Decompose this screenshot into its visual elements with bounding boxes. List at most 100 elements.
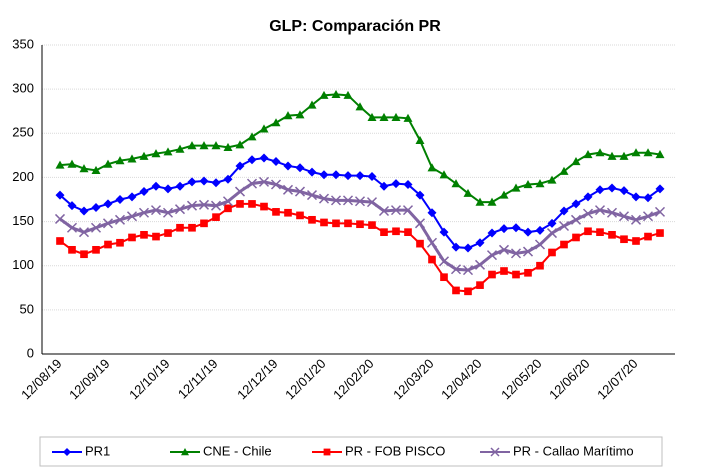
y-tick-label: 250 — [12, 125, 34, 140]
marker — [403, 113, 413, 122]
marker — [415, 190, 425, 200]
marker — [247, 155, 257, 165]
marker — [126, 211, 138, 222]
marker — [378, 205, 390, 217]
marker — [116, 238, 124, 247]
marker — [642, 211, 654, 222]
y-tick-label: 350 — [12, 36, 34, 51]
marker — [631, 192, 641, 202]
marker — [438, 256, 450, 267]
marker — [55, 160, 65, 169]
marker — [175, 181, 185, 191]
marker — [140, 230, 148, 239]
marker — [164, 229, 172, 237]
marker — [223, 174, 233, 184]
marker — [199, 141, 209, 150]
marker — [271, 157, 281, 167]
marker — [319, 90, 329, 99]
marker — [391, 112, 401, 121]
marker — [260, 202, 268, 211]
marker — [343, 171, 353, 181]
marker — [127, 154, 137, 163]
marker — [128, 233, 136, 242]
marker — [152, 232, 160, 241]
marker — [356, 220, 364, 229]
marker — [332, 219, 340, 228]
marker — [560, 240, 568, 249]
marker — [582, 208, 594, 219]
marker — [584, 227, 592, 236]
marker — [643, 148, 653, 157]
marker — [487, 228, 497, 238]
marker — [620, 235, 628, 244]
marker — [367, 112, 377, 121]
y-tick-label: 50 — [20, 301, 34, 316]
marker — [306, 190, 318, 201]
marker — [390, 205, 402, 216]
marker — [367, 172, 377, 182]
legend-label: PR - Callao Marítimo — [513, 443, 634, 458]
marker — [571, 157, 581, 166]
legend-box — [39, 436, 663, 467]
marker — [127, 192, 137, 202]
marker — [115, 195, 125, 204]
marker — [536, 261, 544, 270]
marker — [200, 219, 208, 228]
marker — [522, 246, 534, 257]
marker — [78, 227, 90, 238]
marker — [402, 205, 414, 216]
marker — [414, 218, 426, 229]
marker — [139, 151, 149, 160]
marker — [283, 161, 293, 171]
marker — [523, 179, 533, 189]
marker — [595, 148, 605, 157]
marker — [655, 184, 665, 194]
marker — [630, 214, 642, 225]
marker — [162, 207, 174, 218]
marker — [235, 161, 245, 171]
marker — [344, 219, 352, 228]
marker — [450, 264, 462, 275]
marker — [499, 190, 509, 199]
y-tick-label: 0 — [27, 345, 34, 360]
marker — [510, 248, 522, 259]
marker — [476, 281, 484, 289]
legend-label: PR - FOB PISCO — [345, 443, 445, 458]
marker — [56, 237, 64, 245]
marker — [570, 214, 582, 225]
marker — [271, 118, 281, 127]
marker — [282, 184, 294, 195]
marker — [392, 227, 400, 236]
marker — [463, 188, 473, 197]
marker — [391, 179, 401, 189]
marker — [295, 110, 305, 119]
marker — [439, 170, 449, 179]
marker — [452, 286, 460, 295]
marker — [176, 223, 184, 232]
marker — [236, 200, 244, 208]
y-tick-label: 100 — [12, 257, 34, 272]
legend-label: CNE - Chile — [203, 443, 272, 458]
marker — [583, 192, 593, 202]
marker — [606, 207, 618, 218]
marker — [643, 193, 653, 203]
marker — [323, 448, 331, 456]
marker — [512, 270, 520, 279]
marker — [404, 228, 412, 236]
marker — [559, 166, 569, 175]
marker — [211, 178, 221, 188]
marker — [342, 195, 354, 206]
marker — [270, 179, 282, 190]
marker — [488, 270, 496, 279]
marker — [91, 165, 101, 174]
marker — [548, 248, 556, 257]
marker — [139, 187, 149, 197]
marker — [655, 149, 665, 159]
marker — [366, 197, 378, 208]
marker — [547, 175, 557, 184]
marker — [511, 183, 521, 192]
marker — [379, 112, 389, 121]
marker — [463, 243, 473, 253]
marker — [307, 100, 317, 109]
marker — [368, 221, 376, 229]
